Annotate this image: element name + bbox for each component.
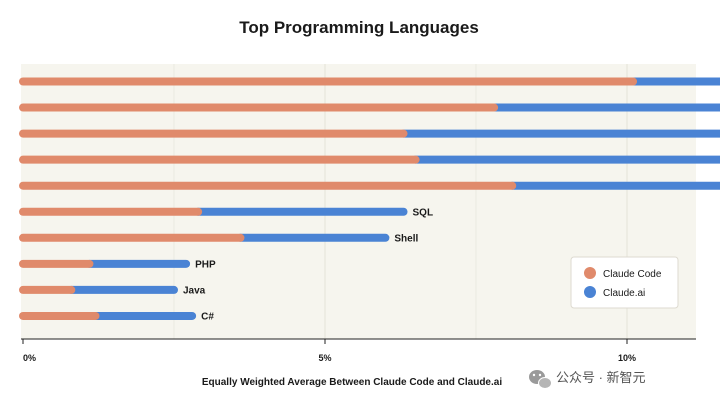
bar-label-php: PHP bbox=[195, 259, 216, 270]
watermark-text: 公众号 · 新智元 bbox=[556, 370, 646, 385]
legend: Claude Code Claude.ai bbox=[570, 256, 679, 309]
watermark: 公众号 · 新智元 bbox=[529, 370, 646, 389]
legend-swatch-claude-code bbox=[584, 267, 596, 279]
bar-label-sql: SQL bbox=[413, 207, 434, 218]
chart-title: Top Programming Languages bbox=[239, 18, 479, 37]
x-tick-label-5: 5% bbox=[318, 353, 331, 363]
legend-box bbox=[570, 256, 679, 309]
wechat-icon bbox=[529, 370, 552, 389]
bar-label-java: Java bbox=[183, 285, 206, 296]
bar-labels-layer: JavascriptHTMLPythonCSSTypescriptSQLShel… bbox=[183, 207, 434, 322]
legend-swatch-claude-ai bbox=[584, 286, 596, 298]
legend-label-claude-code: Claude Code bbox=[603, 269, 662, 280]
x-ticks-layer: 0%5%10%15%20% bbox=[22, 339, 636, 363]
bar-label-shell: Shell bbox=[394, 233, 418, 244]
bars-layer bbox=[19, 77, 720, 320]
x-tick-label-0: 0% bbox=[23, 353, 36, 363]
x-tick-label-10: 10% bbox=[618, 353, 636, 363]
legend-label-claude-ai: Claude.ai bbox=[603, 288, 645, 299]
bar-label-c: C# bbox=[201, 311, 214, 322]
x-axis-label: Equally Weighted Average Between Claude … bbox=[202, 377, 502, 388]
